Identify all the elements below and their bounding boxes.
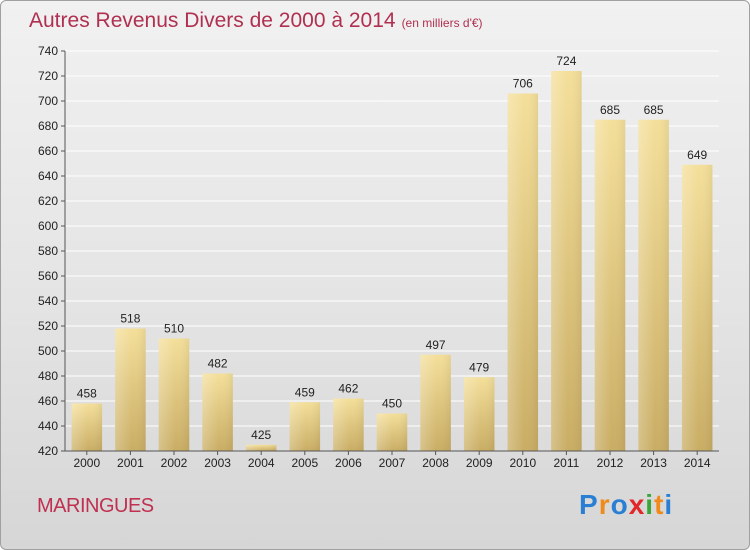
x-tick-label: 2014 — [684, 456, 711, 470]
data-label-2003: 482 — [208, 357, 228, 371]
y-tick-label: 420 — [38, 444, 58, 458]
y-tick-label: 440 — [38, 419, 58, 433]
data-label-2012: 685 — [600, 103, 620, 117]
bar-shade — [463, 377, 495, 451]
y-tick-label: 520 — [38, 319, 58, 333]
y-tick-label: 720 — [38, 69, 58, 83]
y-tick-label: 740 — [38, 44, 58, 58]
logo-letter: o — [610, 489, 629, 520]
data-label-2009: 479 — [469, 360, 489, 374]
y-tick-label: 680 — [38, 119, 58, 133]
bar-shade — [420, 354, 451, 451]
bar-shade — [71, 403, 103, 451]
x-tick-label: 2006 — [335, 456, 362, 470]
logo-letter: r — [598, 489, 611, 520]
y-tick-label: 580 — [38, 244, 58, 258]
logo-letter: t — [654, 489, 665, 520]
y-tick-label: 660 — [38, 144, 58, 158]
data-label-2002: 510 — [164, 322, 184, 336]
proxiti-logo: Proxiti — [579, 489, 673, 521]
data-label-2006: 462 — [338, 382, 358, 396]
x-tick-label: 2010 — [509, 456, 536, 470]
chart-title-text: Autres Revenus Divers de 2000 à 2014 — [29, 9, 396, 32]
bar-shade — [376, 413, 408, 451]
y-tick-label: 620 — [38, 194, 58, 208]
chart-title: Autres Revenus Divers de 2000 à 2014 (en … — [29, 9, 483, 33]
x-tick-label: 2004 — [248, 456, 275, 470]
bar-shade — [289, 402, 321, 451]
x-tick-label: 2005 — [291, 456, 318, 470]
bars — [71, 71, 713, 451]
data-label-2000: 458 — [77, 387, 97, 401]
data-label-2013: 685 — [644, 103, 664, 117]
y-tick-label: 640 — [38, 169, 58, 183]
data-label-2007: 450 — [382, 397, 402, 411]
y-axis: 420 440 460 480 500 520 540 560 580 600 620 640 660 6… — [38, 44, 66, 458]
bar-shade — [507, 93, 539, 451]
x-tick-label: 2002 — [161, 456, 188, 470]
y-tick-label: 480 — [38, 369, 58, 383]
x-tick-label: 2003 — [204, 456, 231, 470]
logo-letter: i — [645, 489, 655, 520]
data-label-2011: 724 — [556, 54, 576, 68]
logo-letter: i — [664, 489, 674, 520]
y-tick-label: 600 — [38, 219, 58, 233]
commune-name: MARINGUES — [37, 495, 154, 517]
x-tick-label: 2008 — [422, 456, 449, 470]
logo-letter: P — [579, 489, 599, 520]
x-tick-label: 2007 — [379, 456, 406, 470]
bar-shade — [333, 398, 364, 451]
bar-shade — [202, 373, 233, 451]
y-tick-label: 540 — [38, 294, 58, 308]
bar-shade — [158, 338, 190, 451]
data-labels: 458 518 510 482 425 459 462 450 497 479 706 724 685 6… — [77, 54, 708, 442]
data-label-2014: 649 — [687, 148, 707, 162]
y-tick-label: 560 — [38, 269, 58, 283]
bar-shade — [115, 328, 146, 451]
y-tick-label: 700 — [38, 94, 58, 108]
bar-shade — [551, 71, 582, 451]
bar-shade — [594, 119, 626, 451]
logo-letter: x — [628, 489, 646, 520]
bar-shade — [681, 164, 713, 451]
bar-shade — [245, 444, 277, 451]
x-axis: 2000 2001 2002 2003 2004 2005 2006 2007 2008 2009… — [65, 450, 719, 470]
data-label-2004: 425 — [251, 428, 271, 442]
data-label-2008: 497 — [426, 338, 446, 352]
x-tick-label: 2009 — [466, 456, 493, 470]
chart-subtitle: (en milliers d'€) — [401, 16, 483, 30]
bar-shade — [638, 119, 669, 451]
x-tick-label: 2011 — [553, 456, 579, 470]
data-label-2010: 706 — [513, 77, 533, 91]
x-tick-label: 2001 — [117, 456, 144, 470]
y-tick-label: 500 — [38, 344, 58, 358]
data-label-2001: 518 — [120, 312, 140, 326]
x-tick-label: 2012 — [597, 456, 624, 470]
y-tick-label: 460 — [38, 394, 58, 408]
x-tick-label: 2013 — [640, 456, 667, 470]
x-tick-label: 2000 — [73, 456, 100, 470]
data-label-2005: 459 — [295, 385, 315, 399]
